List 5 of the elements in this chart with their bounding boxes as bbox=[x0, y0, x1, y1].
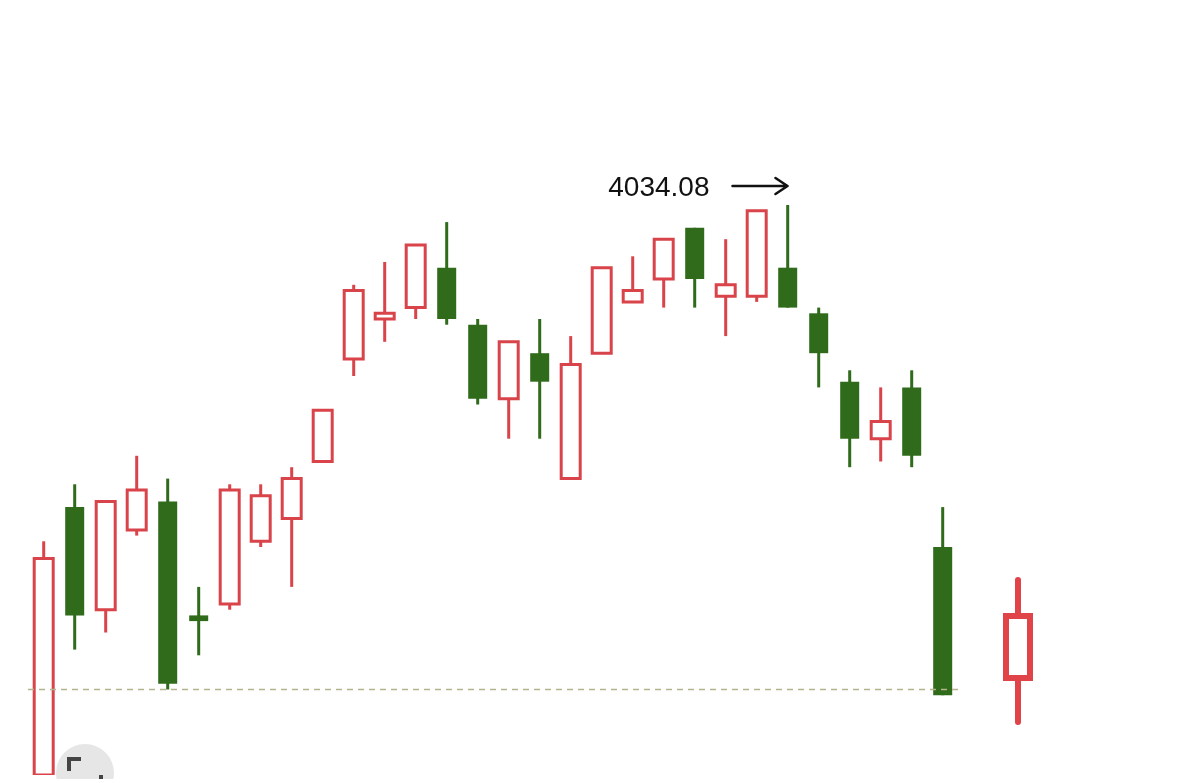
text: 4034.08 bbox=[608, 171, 710, 202]
candlestick bbox=[373, 262, 396, 342]
candlestick bbox=[869, 387, 892, 462]
candlestick bbox=[714, 239, 737, 338]
candlestick bbox=[621, 256, 644, 304]
